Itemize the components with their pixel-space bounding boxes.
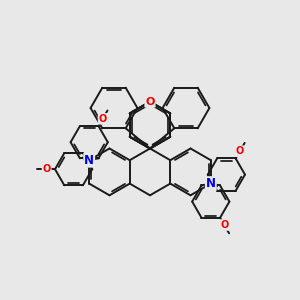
Text: O: O bbox=[236, 146, 244, 156]
Text: O: O bbox=[145, 97, 155, 107]
Text: O: O bbox=[220, 220, 228, 230]
Text: O: O bbox=[43, 164, 51, 174]
Text: O: O bbox=[99, 114, 107, 124]
Text: N: N bbox=[84, 154, 94, 167]
Text: N: N bbox=[206, 177, 216, 190]
